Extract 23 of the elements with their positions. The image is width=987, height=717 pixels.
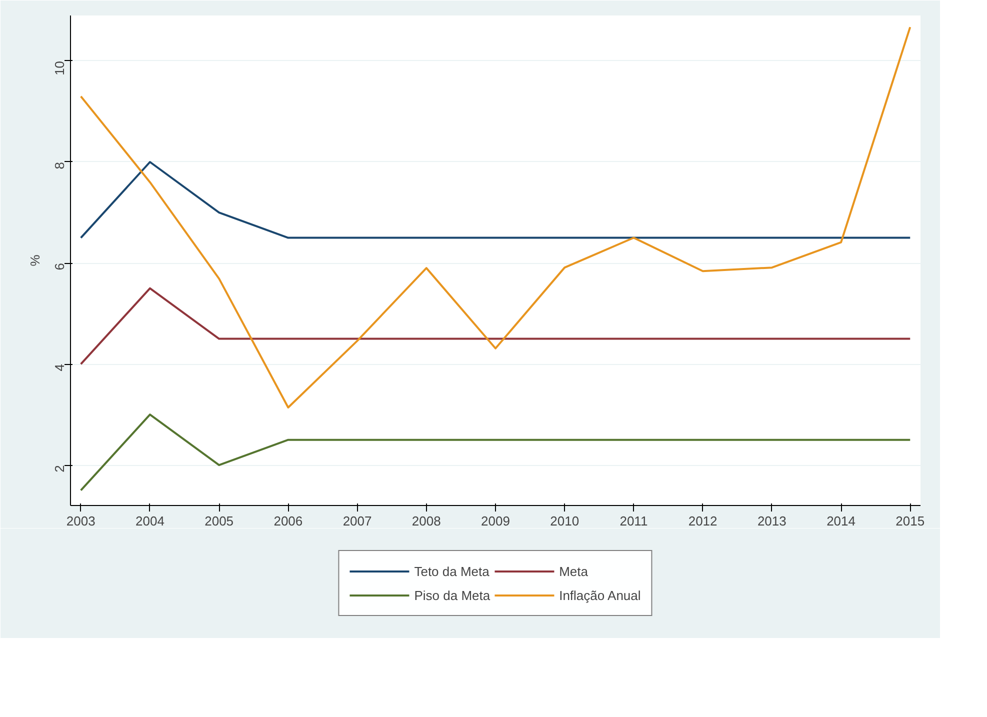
x-tick-label: 2011 xyxy=(620,514,648,528)
x-tick-label: 2013 xyxy=(757,514,786,528)
x-tick-label: 2007 xyxy=(342,514,372,528)
x-tick-label: 2009 xyxy=(481,514,510,528)
x-tick-label: 2004 xyxy=(136,514,164,528)
y-tick-label: 4 xyxy=(52,364,67,372)
y-axis-title: % xyxy=(28,254,42,266)
x-tick-label: 2015 xyxy=(896,514,925,528)
x-tick-label: 2008 xyxy=(412,514,441,528)
x-tick-label: 2014 xyxy=(826,514,856,528)
y-tick-label: 2 xyxy=(52,465,67,472)
y-tick-label: 6 xyxy=(52,263,67,270)
x-tick-label: 2012 xyxy=(688,514,718,528)
x-tick-label: 2003 xyxy=(66,514,96,528)
x-tick-label: 2006 xyxy=(274,514,303,528)
legend-label: Teto da Meta xyxy=(414,564,490,578)
legend-label: Piso da Meta xyxy=(414,588,490,602)
x-tick-label: 2010 xyxy=(550,514,580,528)
y-tick-label: 8 xyxy=(52,162,67,170)
legend-label: Meta xyxy=(559,564,588,578)
y-tick-label: 10 xyxy=(52,60,67,76)
legend-label: Inflação Anual xyxy=(559,588,641,602)
x-tick-label: 2005 xyxy=(204,514,234,528)
